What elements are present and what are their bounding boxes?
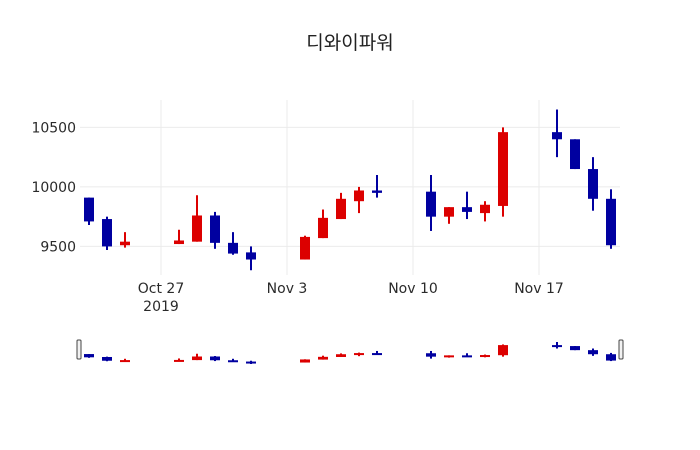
range-slider-left-handle[interactable] [76, 339, 82, 360]
candle-decreasing[interactable] [570, 139, 580, 170]
slider-candle [84, 354, 94, 358]
slider-candle [120, 358, 130, 363]
slider-candle [300, 359, 310, 363]
x-tick-label: Nov 3 [267, 281, 308, 297]
slider-candle [570, 346, 580, 351]
x-tick-label: Nov 10 [388, 281, 438, 297]
range-slider-right-handle[interactable] [618, 339, 624, 360]
x-axis: Oct 27 2019 Nov 3 Nov 10 Nov 17 [138, 281, 564, 315]
candle-increasing[interactable] [318, 209, 328, 239]
candle-decreasing[interactable] [246, 246, 256, 271]
y-tick-label: 10500 [31, 120, 76, 136]
candle-decreasing[interactable] [372, 175, 382, 198]
candle-decreasing[interactable] [588, 157, 598, 211]
candle-increasing[interactable] [174, 229, 184, 245]
slider-candle [102, 356, 112, 362]
candle-increasing[interactable] [480, 201, 490, 222]
candle-increasing[interactable] [444, 207, 454, 224]
slider-candle [480, 354, 490, 358]
slider-candle [606, 352, 616, 362]
candle-increasing[interactable] [498, 127, 508, 217]
range-slider[interactable] [76, 339, 624, 364]
slider-candle [462, 353, 472, 358]
slider-candle [444, 355, 454, 358]
candle-decreasing[interactable] [210, 211, 220, 249]
slider-candle [210, 356, 220, 362]
candle-decreasing[interactable] [606, 189, 616, 249]
x-tick-label: Oct 27 [138, 281, 184, 297]
y-axis: 9500 10000 10500 [31, 120, 76, 255]
y-tick-label: 9500 [40, 239, 76, 255]
candle-decreasing[interactable] [462, 191, 472, 220]
slider-candle [588, 348, 598, 356]
x-tick-year-label: 2019 [143, 299, 179, 315]
slider-candle [192, 353, 202, 361]
slider-candle [354, 352, 364, 357]
slider-candle [552, 342, 562, 349]
candle-decreasing[interactable] [228, 232, 238, 255]
candle-decreasing[interactable] [426, 175, 436, 231]
slider-candle [336, 353, 346, 357]
candle-increasing[interactable] [120, 232, 130, 248]
slider-candle [174, 358, 184, 362]
slider-candle [372, 350, 382, 356]
slider-candle [318, 355, 328, 360]
y-tick-label: 10000 [31, 180, 76, 196]
candle-decreasing[interactable] [84, 197, 94, 225]
main-plot-candles[interactable] [84, 109, 616, 271]
slider-candle [498, 344, 508, 357]
candle-decreasing[interactable] [102, 216, 112, 250]
chart-title: 디와이파워 [306, 32, 394, 54]
candle-decreasing[interactable] [552, 109, 562, 158]
slider-candle [426, 350, 436, 359]
slider-candle [228, 358, 238, 363]
candle-increasing[interactable] [336, 192, 346, 220]
candle-increasing[interactable] [192, 195, 202, 242]
candle-increasing[interactable] [354, 186, 364, 214]
slider-candle [246, 360, 256, 364]
x-tick-label: Nov 17 [514, 281, 564, 297]
candle-increasing[interactable] [300, 235, 310, 260]
grid-lines [80, 100, 620, 275]
